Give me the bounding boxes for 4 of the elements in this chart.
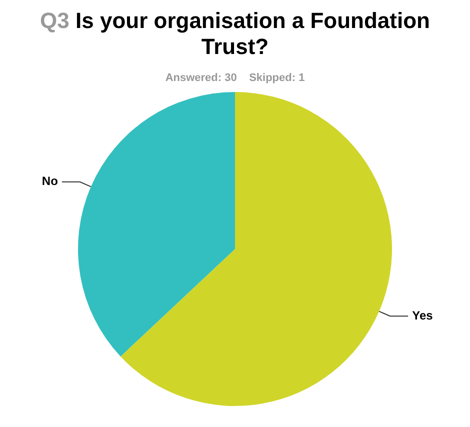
chart-title: Q3 Is your organisation a Foundation Trust? [39, 8, 431, 60]
slice-label: Yes [412, 308, 434, 322]
slice-label: No [42, 174, 58, 188]
chart-subtitle: Answered: 30 Skipped: 1 [164, 72, 306, 84]
